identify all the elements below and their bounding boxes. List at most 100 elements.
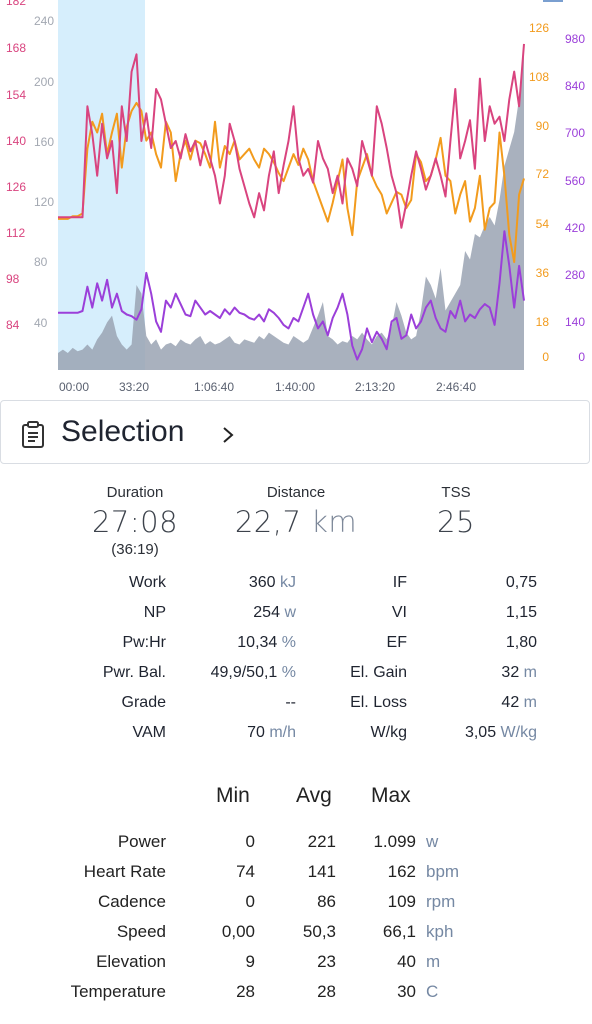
series-heart-rate-line [58,43,525,229]
power-axis-tick: 420 [565,221,585,235]
stat-unit: m [426,952,441,971]
power-axis-tick: 280 [565,268,585,282]
stat-avg: 23 [317,952,336,971]
metric-value: 1,15 [506,604,537,622]
metric-label: Pw:Hr [122,634,166,651]
metric-value: 49,9/50,1 % [211,664,296,682]
stat-max: 66,1 [382,922,416,941]
stat-name: Elevation [96,952,166,971]
metric-value: 42 m [501,694,537,712]
chart-corner-marker [543,0,563,2]
power-axis-tick: 980 [565,32,585,46]
metric-value: 10,34 % [237,634,296,652]
stat-name: Speed [116,922,166,941]
speed-axis-tick: 120 [34,195,54,209]
stat-avg: 86 [317,892,336,911]
stat-avg: 28 [317,982,336,1001]
metric-value: 1,80 [506,634,537,652]
header-max: Max [371,784,411,807]
metric-number: 254 [253,604,280,621]
metric-value: 70 m/h [247,724,296,742]
speed-axis-tick: 40 [34,316,48,330]
metric-value: 32 m [501,664,537,682]
metric-number: 1,80 [505,634,537,651]
cadence-axis-tick: 108 [529,70,549,84]
stat-min: 0 [245,892,255,911]
cadence-axis-tick: 90 [536,119,550,133]
metric-label: EF [386,634,407,651]
hr-axis-tick: 98 [6,272,20,286]
stat-max: 40 [397,952,416,971]
workout-chart[interactable]: 182 168 154 140 126 112 98 84 240 200 160 120 80 40 12… [0,0,592,400]
header-min: Min [216,784,250,807]
speed-axis-tick: 200 [34,75,54,89]
speed-axis-tick: 80 [34,255,48,269]
hr-axis-tick: 182 [6,0,26,8]
selection-highlight[interactable] [58,0,145,370]
stat-min: 0,00 [221,922,255,941]
metric-value: 254 w [253,604,296,622]
cadence-axis-tick: 72 [536,167,550,181]
hr-axis-tick: 154 [6,88,26,102]
selection-title: Selection [61,415,185,448]
metric-label: El. Loss [350,694,407,711]
stat-avg: 141 [307,862,336,881]
cadence-axis-tick: 0 [542,350,549,364]
power-axis-tick: 700 [565,126,585,140]
stat-unit: rpm [426,892,456,911]
tss-label: TSS [441,484,471,501]
distance-unit: km [311,505,358,539]
metric-number: -- [285,694,296,711]
duration-label: Duration [106,484,164,501]
stat-name: Heart Rate [83,862,166,881]
x-axis-tick: 1:40:00 [275,380,315,394]
stats-row: Elevation 9 23 40 m [0,952,592,978]
stat-min: 0 [245,832,255,851]
metric-number: 1,15 [505,604,537,621]
metric-value: -- [285,694,296,712]
metric-label: Work [128,574,166,591]
metric-number: 360 [248,574,276,591]
hr-axis-tick: 112 [6,226,25,240]
metric-number: 10,34 [237,634,278,651]
stat-avg: 221 [307,832,336,851]
hr-axis-tick: 84 [6,318,20,332]
metric-number: 70 [247,724,265,741]
power-axis-tick: 0 [578,350,585,364]
series-power-line [58,230,525,361]
stats-row: Speed 0,00 50,3 66,1 kph [0,922,592,948]
metric-number: 42 [501,694,520,711]
stat-min: 9 [245,952,255,971]
stat-unit: C [426,982,439,1001]
hr-axis-tick: 126 [6,180,26,194]
metric-label: NP [143,604,166,621]
speed-axis-tick: 160 [34,135,54,149]
stat-unit: w [426,832,439,851]
cadence-axis-tick: 18 [536,315,550,329]
stat-name: Temperature [70,982,166,1001]
stat-min: 74 [236,862,255,881]
power-axis-tick: 140 [565,315,585,329]
metric-label: VAM [132,724,166,741]
metric-unit: kJ [280,574,296,591]
stat-name: Cadence [97,892,166,911]
selection-bar[interactable]: Selection [0,400,590,464]
stat-avg: 50,3 [302,922,336,941]
stat-min: 28 [236,982,255,1001]
chevron-right-icon[interactable] [221,425,235,450]
metric-value: 0,75 [506,574,537,592]
series-speed-area [58,47,524,370]
metric-unit: m [523,664,537,681]
tss-block: TSS 25 [356,484,556,539]
metric-unit: w [284,604,296,621]
header-avg: Avg [296,784,332,807]
metric-label: IF [392,574,407,591]
distance-block: Distance 22,7 km [196,484,396,539]
x-axis-tick: 2:13:20 [355,380,395,394]
clipboard-icon [21,421,47,454]
x-axis-tick: 1:06:40 [194,380,234,394]
metric-number: 3,05 [464,724,497,741]
metric-number: 32 [501,664,520,681]
metric-number: 0,75 [505,574,537,591]
cadence-axis-tick: 126 [529,21,549,35]
